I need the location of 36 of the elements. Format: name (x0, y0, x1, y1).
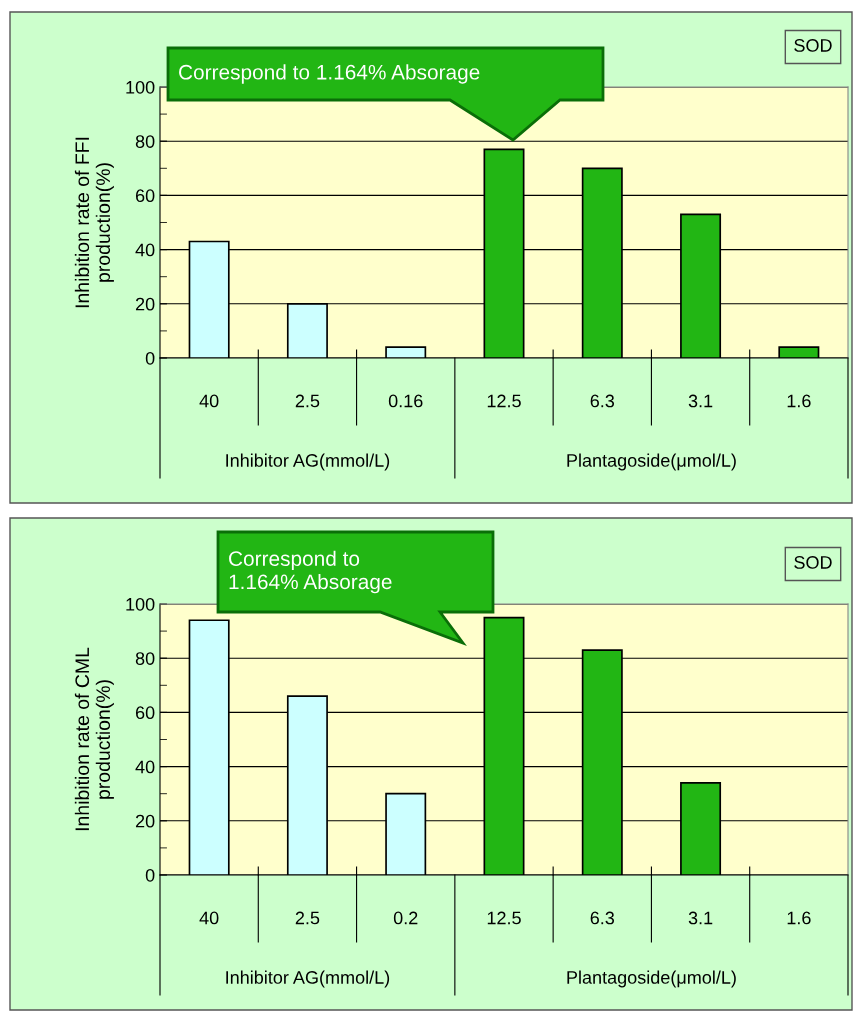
x-tick-label: 6.3 (590, 394, 615, 408)
y-tick-label: 80 (135, 652, 155, 665)
y-tick-label: 0 (145, 868, 155, 882)
x-tick-label: 12.5 (487, 911, 521, 925)
x-tick-label: 12.5 (487, 394, 521, 408)
x-tick-label: 40 (199, 394, 219, 408)
x-tick-label: 2.5 (295, 394, 320, 408)
text: SOD (794, 39, 832, 52)
y-tick-label: 40 (135, 760, 155, 774)
y-axis-title: Inhibition rate of FFI production(%) (74, 137, 114, 308)
x-tick-label: 3.1 (688, 911, 713, 925)
y-tick-label: 20 (135, 814, 155, 828)
y-tick-label: 60 (135, 189, 155, 203)
y-tick-label: 0 (145, 351, 155, 365)
x-tick-label: 0.16 (388, 394, 423, 408)
x-tick-label: 1.6 (787, 911, 811, 925)
x-tick-label: 40 (199, 911, 219, 925)
y-axis-title: Inhibition rate of CML production(%) (74, 647, 114, 831)
x-tick-label: 6.3 (590, 911, 615, 925)
y-tick-label: 60 (135, 706, 155, 720)
text: Correspond to 1.164% Absorage (179, 64, 480, 84)
x-tick-label: 0.2 (393, 911, 418, 925)
text: Plantagoside(μmol/L) (567, 970, 736, 988)
text: Inhibitor AG(mmol/L) (226, 970, 390, 988)
x-tick-label: 3.1 (688, 394, 713, 408)
text: SOD (794, 556, 832, 569)
y-tick-label: 80 (135, 135, 155, 148)
text: Correspond to 1.164% Absorage (229, 550, 392, 594)
x-tick-label: 1.6 (787, 394, 811, 408)
text: Plantagoside(μmol/L) (567, 453, 736, 471)
y-tick-label: 20 (135, 297, 155, 311)
x-tick-label: 2.5 (295, 911, 320, 925)
y-tick-label: 100 (126, 80, 155, 94)
y-tick-label: 100 (126, 597, 155, 611)
text: Inhibitor AG(mmol/L) (226, 453, 390, 471)
y-tick-label: 40 (135, 243, 155, 257)
